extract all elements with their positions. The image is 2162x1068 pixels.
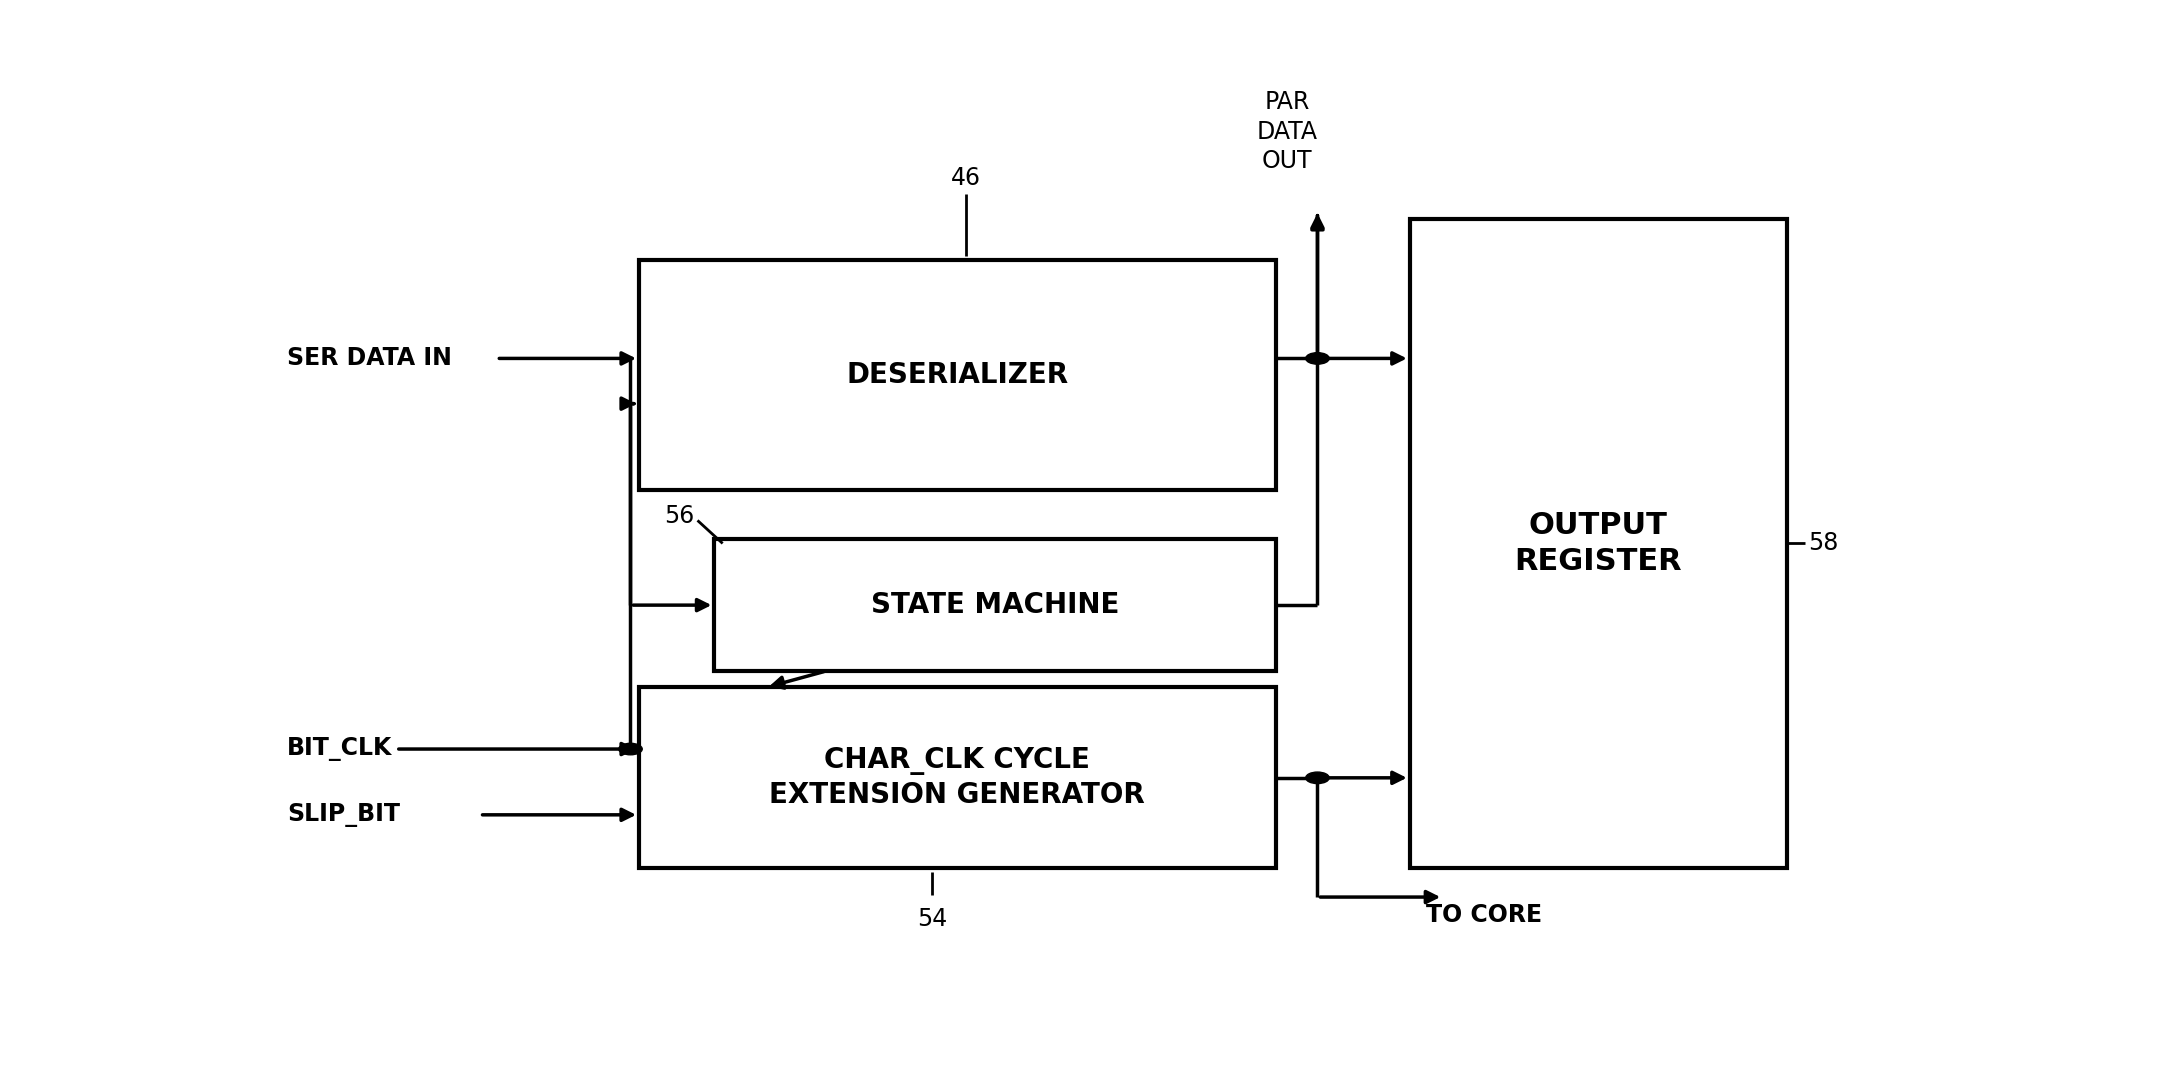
Text: 46: 46 (951, 166, 982, 190)
Text: 56: 56 (664, 504, 694, 529)
Text: DESERIALIZER: DESERIALIZER (845, 361, 1068, 389)
Text: STATE MACHINE: STATE MACHINE (871, 591, 1120, 619)
Text: TO CORE: TO CORE (1427, 904, 1542, 927)
Circle shape (1306, 772, 1330, 784)
Text: OUTPUT
REGISTER: OUTPUT REGISTER (1513, 511, 1682, 576)
Bar (640, 260, 1276, 490)
Bar (1410, 219, 1786, 868)
Text: SLIP_BIT: SLIP_BIT (288, 803, 400, 827)
Text: SER DATA IN: SER DATA IN (288, 346, 452, 371)
Text: PAR
DATA
OUT: PAR DATA OUT (1256, 90, 1319, 173)
Bar (713, 539, 1276, 671)
Circle shape (618, 743, 642, 755)
Circle shape (1306, 352, 1330, 364)
Text: CHAR_CLK CYCLE
EXTENSION GENERATOR: CHAR_CLK CYCLE EXTENSION GENERATOR (770, 747, 1146, 810)
Text: 54: 54 (917, 907, 947, 931)
Text: 58: 58 (1807, 532, 1838, 555)
Bar (640, 688, 1276, 868)
Text: BIT_CLK: BIT_CLK (288, 737, 391, 761)
